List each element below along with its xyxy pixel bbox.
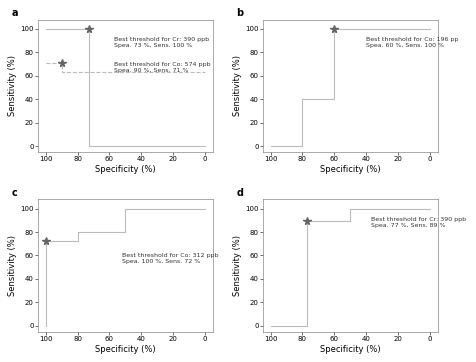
Text: Best threshold for Co: 312 ppb
Spea. 100 %, Sens. 72 %: Best threshold for Co: 312 ppb Spea. 100… — [122, 253, 218, 264]
Text: a: a — [11, 8, 18, 18]
Y-axis label: Sensitivity (%): Sensitivity (%) — [233, 235, 242, 296]
Y-axis label: Sensitivity (%): Sensitivity (%) — [8, 235, 17, 296]
X-axis label: Specificity (%): Specificity (%) — [319, 165, 380, 174]
X-axis label: Specificity (%): Specificity (%) — [95, 345, 155, 354]
X-axis label: Specificity (%): Specificity (%) — [319, 345, 380, 354]
Text: Best threshold for Cr: 390 ppb
Spea. 73 %, Sens. 100 %: Best threshold for Cr: 390 ppb Spea. 73 … — [114, 37, 209, 48]
Y-axis label: Sensitivity (%): Sensitivity (%) — [233, 55, 242, 116]
Y-axis label: Sensitivity (%): Sensitivity (%) — [8, 55, 17, 116]
Text: c: c — [11, 188, 17, 198]
Text: d: d — [236, 188, 243, 198]
Text: Best threshold for Cr: 390 ppb
Spea. 77 %, Sens. 89 %: Best threshold for Cr: 390 ppb Spea. 77 … — [370, 217, 465, 228]
Text: Best threshold for Co: 196 pp
Spea. 60 %, Sens. 100 %: Best threshold for Co: 196 pp Spea. 60 %… — [366, 37, 457, 48]
Text: Best threshold for Co: 574 ppb
Spea. 90 %, Sens. 71 %: Best threshold for Co: 574 ppb Spea. 90 … — [114, 62, 210, 73]
Text: b: b — [236, 8, 243, 18]
X-axis label: Specificity (%): Specificity (%) — [95, 165, 155, 174]
